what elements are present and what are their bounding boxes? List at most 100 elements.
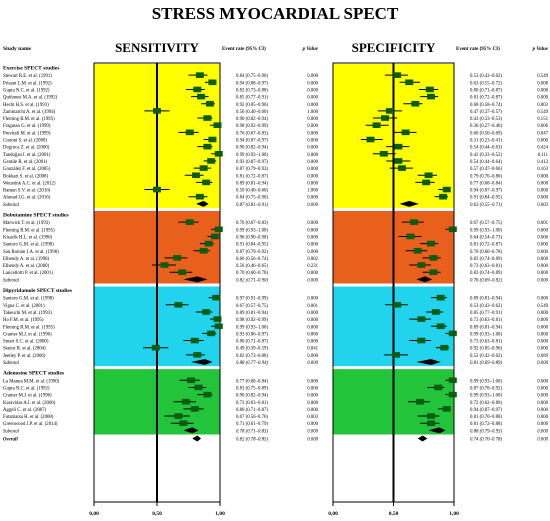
subtotal-label: Subtotal <box>3 361 20 366</box>
p-value: 0.000 <box>307 422 318 427</box>
event-rate-ci: 0.87 (0.81–0.91) <box>236 203 268 208</box>
point-estimate <box>436 294 445 301</box>
point-estimate <box>394 143 403 150</box>
event-rate-ci: 0.73 (0.63–0.81) <box>236 401 268 406</box>
point-estimate <box>203 115 212 121</box>
event-rate-ci: 0.67 (0.56–0.76) <box>236 415 268 420</box>
study-name: Senior R. et al. (2004) <box>3 347 46 352</box>
point-estimate <box>425 86 434 93</box>
p-value: 0.003 <box>307 415 318 420</box>
event-rate-ci: 0.56 (0.46–0.65) <box>236 264 268 269</box>
point-estimate <box>448 377 457 384</box>
event-rate-ci: 0.42 (0.33–0.52) <box>470 153 502 158</box>
group-header: Dipyridamole SPECT studies <box>3 288 72 294</box>
x-tick-label-sensitivity: 0,50 <box>152 511 162 517</box>
p-value: 0.689 <box>537 354 548 359</box>
p-value: 0.000 <box>537 347 548 352</box>
p-value: 0.000 <box>537 340 548 345</box>
summary-diamond <box>416 359 441 365</box>
event-rate-ci: 0.72 (0.62–0.80) <box>470 401 502 406</box>
event-rate-ci: 0.97 (0.91–0.99) <box>236 297 268 302</box>
p-value: 0.000 <box>307 139 318 144</box>
p-value: 1.000 <box>307 110 318 115</box>
summary-diamond <box>191 359 213 365</box>
study-name: La Manna M.M. et al. (1990) <box>3 379 60 384</box>
p-value: 0.000 <box>537 325 548 330</box>
p-value: 0.000 <box>307 361 318 366</box>
p-value: 0.841 <box>307 347 318 352</box>
study-name: Ho F.M. et al. (1995) <box>3 318 44 323</box>
study-name: Cramer M.J. et al. (1996) <box>3 332 52 337</box>
p-value: 0.000 <box>537 318 548 323</box>
x-tick-label-sensitivity: 1,00 <box>215 511 225 517</box>
event-rate-ci: 0.63 (0.55–0.71) <box>470 203 502 208</box>
study-name: Kisacik H.L. et al. (1996) <box>3 235 53 240</box>
point-estimate <box>391 352 400 358</box>
study-name: Vigna C. et al. (2001) <box>3 304 45 309</box>
summary-diamond <box>399 200 419 207</box>
p-value: 0.047 <box>537 131 548 136</box>
study-name: Elhendy A. et al. (1998) <box>3 257 49 262</box>
point-estimate <box>185 219 194 225</box>
point-estimate <box>439 193 448 200</box>
study-name: Greenwood J.P. et al. (2014) <box>3 422 58 427</box>
point-estimate <box>151 344 160 351</box>
p-value: 0.000 <box>537 297 548 302</box>
p-value: 0.000 <box>307 96 318 101</box>
p-value: 0.000 <box>307 243 318 248</box>
p-value: 0.000 <box>307 340 318 345</box>
point-estimate <box>181 398 190 405</box>
event-rate-ci: 0.90 (0.82–0.94) <box>236 117 268 122</box>
study-name: Karavidas A.I. et al. (2006) <box>3 401 56 406</box>
event-rate-ci: 0.81 (0.72–0.88) <box>470 422 502 427</box>
p-value: 0.000 <box>537 181 548 186</box>
event-rate-ci: 0.77 (0.68–0.84) <box>236 379 268 384</box>
p-value: 0.000 <box>307 386 318 391</box>
p-value: 0.000 <box>537 228 548 233</box>
event-rate-ci: 0.64 (0.54–0.73) <box>470 235 502 240</box>
p-value: 0.000 <box>307 181 318 186</box>
event-rate-ci: 0.71 (0.61–0.79) <box>236 422 268 427</box>
event-rate-ci: 0.83 (0.74–0.89) <box>470 271 502 276</box>
p-value: 0.151 <box>537 117 548 122</box>
event-rate-ci: 0.98 (0.92–0.99) <box>236 124 268 129</box>
study-name: Ciaroni S. et al. (2000) <box>3 139 47 144</box>
event-rate-ci: 0.50 (0.40–0.60) <box>236 189 268 194</box>
point-estimate <box>204 240 213 247</box>
p-value: 0.549 <box>537 74 548 79</box>
point-estimate <box>174 413 183 419</box>
main-title: STRESS MYOCARDIAL SPECT <box>152 4 399 23</box>
event-rate-ci: 0.70 (0.60–0.78) <box>236 271 268 276</box>
point-estimate <box>178 269 187 275</box>
study-name: Fragasso G. et al. (1999) <box>3 124 51 129</box>
point-estimate <box>213 122 222 128</box>
event-rate-ci: 0.99 (0.93–1.00) <box>236 228 268 233</box>
p-value: 0.006 <box>537 235 548 240</box>
point-estimate <box>417 337 426 344</box>
event-rate-ci: 0.76 (0.67–0.83) <box>236 131 268 136</box>
group-header: Dobutamine SPECT studies <box>3 213 69 219</box>
point-estimate <box>434 384 443 391</box>
study-name: Tandoğan I. et al. (2001) <box>3 153 51 158</box>
point-estimate <box>431 309 440 315</box>
point-estimate <box>394 158 403 164</box>
study-name: Takeuchi M. et al. (1993) <box>3 311 52 316</box>
p-value: 0.000 <box>307 394 318 399</box>
point-estimate <box>448 226 457 233</box>
event-rate-ci: 0.36 (0.27–0.46) <box>470 124 502 129</box>
study-name: Bokhari S. et al. (2008) <box>3 174 48 179</box>
p-value: 0.000 <box>307 221 318 226</box>
study-name: Stewart R.E. et al. (1991) <box>3 74 52 79</box>
point-estimate <box>366 136 375 143</box>
study-name: Futamatsu H. et al. (2008) <box>3 415 54 420</box>
p-value: 0.000 <box>537 438 548 443</box>
p-value: 0.000 <box>307 203 318 208</box>
p-value: 0.000 <box>307 124 318 129</box>
point-estimate <box>417 262 426 268</box>
study-name: Prisant L.M. et al. (1992) <box>3 81 52 86</box>
column-header-study: Study name <box>3 46 32 52</box>
event-rate-ci: 0.73 (0.63–0.81) <box>470 318 502 323</box>
event-rate-ci: 0.76 (0.67–0.83) <box>236 221 268 226</box>
study-name: Lancellotti P. et al. (2001) <box>3 271 53 276</box>
point-estimate <box>406 233 415 240</box>
